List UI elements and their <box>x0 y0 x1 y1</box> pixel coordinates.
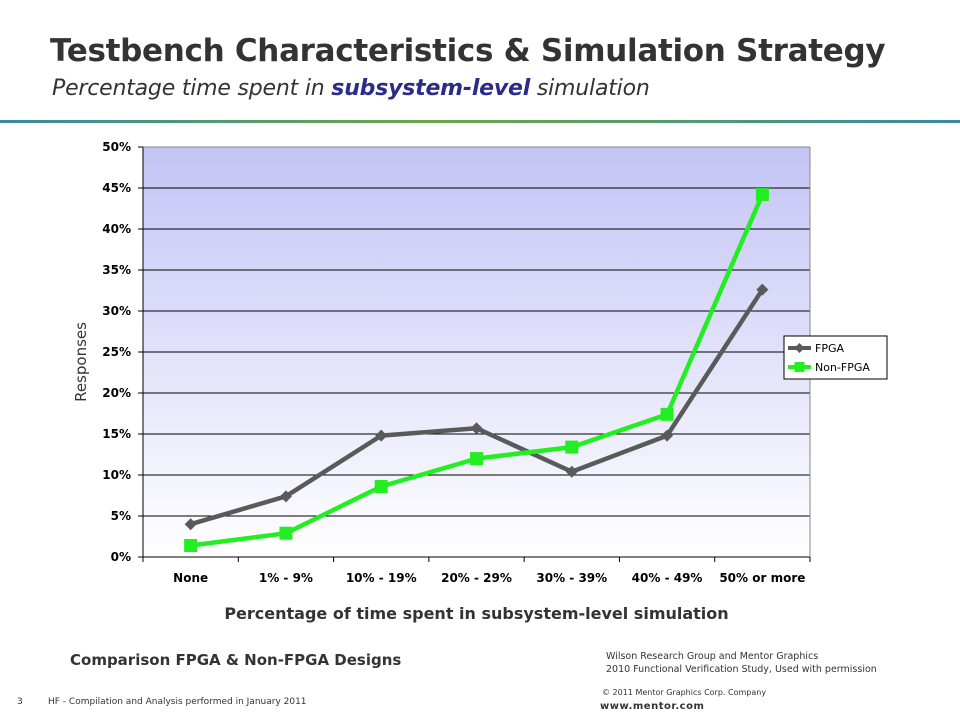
y-tick-label: 20% <box>102 386 131 400</box>
website-url: www.mentor.com <box>600 701 705 712</box>
legend-marker-non-fpga <box>794 362 805 372</box>
credit-line-2: 2010 Functional Verification Study, Used… <box>606 664 877 675</box>
x-tick-label: 20% - 29% <box>441 571 512 585</box>
legend-label-non-fpga: Non-FPGA <box>815 361 870 374</box>
slide-subtitle: Percentage time spent in subsystem-level… <box>52 76 650 101</box>
slide-title: Testbench Characteristics & Simulation S… <box>50 33 886 69</box>
copyright-text: © 2011 Mentor Graphics Corp. Company <box>602 688 767 697</box>
y-tick-label: 5% <box>111 509 131 523</box>
credit-line-1: Wilson Research Group and Mentor Graphic… <box>606 651 819 662</box>
data-point-non-fpga <box>184 539 198 553</box>
y-tick-label: 50% <box>102 140 131 154</box>
x-tick-label: 40% - 49% <box>632 571 703 585</box>
y-tick-label: 25% <box>102 345 131 359</box>
data-point-non-fpga <box>279 526 293 540</box>
data-point-fpga <box>470 422 483 435</box>
subtitle-text-start: Percentage time spent in <box>52 76 332 101</box>
subtitle-highlight: subsystem-level <box>331 76 531 101</box>
y-tick-label: 35% <box>102 263 131 277</box>
slide-number: 3 <box>17 697 23 707</box>
x-tick-label: 10% - 19% <box>346 571 417 585</box>
subtitle-text-end: simulation <box>530 76 650 101</box>
footer-note: HF - Compilation and Analysis performed … <box>48 697 307 707</box>
y-tick-label: 15% <box>102 427 131 441</box>
source-credit: Wilson Research Group and Mentor Graphic… <box>606 650 877 676</box>
data-point-non-fpga <box>660 407 674 421</box>
line-chart: 0% 5% 10% 15% 20% 25% 30% 35% 40% 45% 50% None 1% - … <box>72 140 888 623</box>
x-tick-label: 30% - 39% <box>536 571 607 585</box>
y-tick-label: 0% <box>111 550 131 564</box>
title-divider <box>0 120 960 123</box>
y-tick-label: 10% <box>102 468 131 482</box>
x-tick-label: 50% or more <box>719 571 805 585</box>
data-point-fpga <box>756 283 769 296</box>
y-tick-label: 40% <box>102 222 131 236</box>
data-point-fpga <box>279 490 292 503</box>
data-point-fpga <box>661 429 674 442</box>
data-point-fpga <box>375 429 388 442</box>
data-point-non-fpga <box>755 188 769 202</box>
comparison-caption: Comparison FPGA & Non-FPGA Designs <box>70 651 402 669</box>
data-point-non-fpga <box>374 479 388 493</box>
x-axis-title: Percentage of time spent in subsystem-le… <box>224 604 728 623</box>
y-axis-title: Responses <box>72 322 90 402</box>
legend-label-fpga: FPGA <box>815 342 844 355</box>
x-tick-label: None <box>173 571 208 585</box>
legend-marker-fpga <box>794 343 805 353</box>
data-point-fpga <box>565 465 578 478</box>
data-point-non-fpga <box>565 440 579 454</box>
x-tick-label: 1% - 9% <box>259 571 313 585</box>
y-tick-label: 30% <box>102 304 131 318</box>
data-point-fpga <box>184 518 197 531</box>
data-point-non-fpga <box>470 452 483 466</box>
y-tick-label: 45% <box>102 181 131 195</box>
